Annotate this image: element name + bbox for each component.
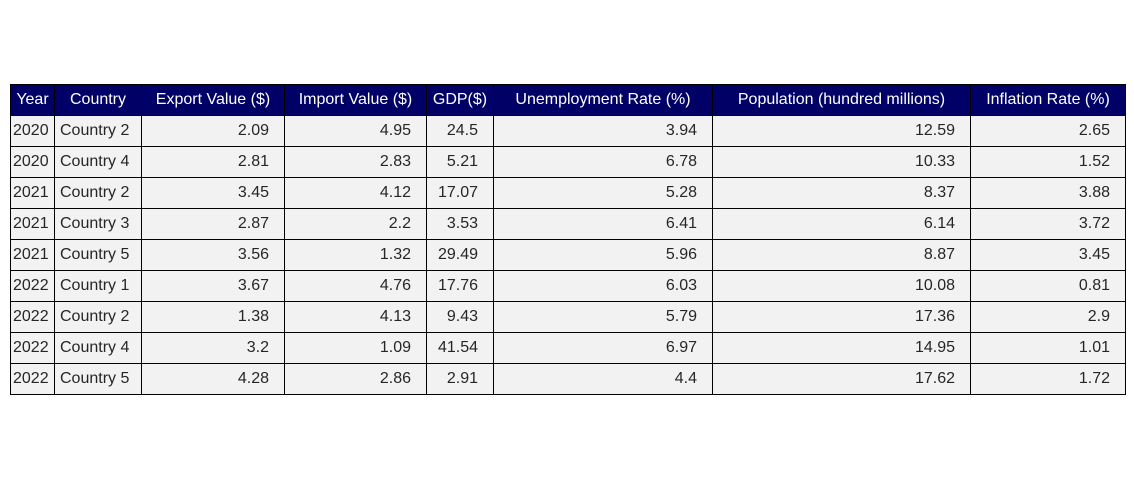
cell-unemployment-rate: 6.78	[493, 146, 713, 178]
cell-country: Country 2	[54, 301, 142, 333]
table-row: 2021 Country 2 3.45 4.12 17.07 5.28 8.37 3.88	[10, 177, 1126, 209]
cell-export-value: 3.56	[141, 239, 285, 271]
cell-unemployment-rate: 5.96	[493, 239, 713, 271]
cell-gdp: 2.91	[426, 363, 494, 395]
cell-population-hundred-millions: 8.87	[712, 239, 971, 271]
table-row: 2020 Country 4 2.81 2.83 5.21 6.78 10.33 1.52	[10, 146, 1126, 178]
cell-country: Country 3	[54, 208, 142, 240]
table-row: 2022 Country 4 3.2 1.09 41.54 6.97 14.95 1.01	[10, 332, 1126, 364]
cell-export-value: 3.67	[141, 270, 285, 302]
cell-inflation-rate: 3.88	[970, 177, 1126, 209]
cell-gdp: 17.76	[426, 270, 494, 302]
cell-import-value: 4.12	[284, 177, 427, 209]
cell-gdp: 41.54	[426, 332, 494, 364]
cell-country: Country 4	[54, 146, 142, 178]
cell-unemployment-rate: 6.97	[493, 332, 713, 364]
cell-import-value: 1.09	[284, 332, 427, 364]
cell-gdp: 9.43	[426, 301, 494, 333]
cell-country: Country 2	[54, 115, 142, 147]
data-table: Year Country Export Value ($) Import Value …	[10, 84, 1126, 395]
table-row: 2021 Country 3 2.87 2.2 3.53 6.41 6.14 3.72	[10, 208, 1126, 240]
column-header-unemployment-rate: Unemployment Rate (%)	[493, 84, 713, 116]
cell-export-value: 2.81	[141, 146, 285, 178]
cell-export-value: 4.28	[141, 363, 285, 395]
cell-unemployment-rate: 6.41	[493, 208, 713, 240]
cell-year: 2020	[10, 115, 55, 147]
cell-population-hundred-millions: 17.36	[712, 301, 971, 333]
cell-country: Country 2	[54, 177, 142, 209]
cell-inflation-rate: 2.65	[970, 115, 1126, 147]
cell-inflation-rate: 1.01	[970, 332, 1126, 364]
cell-inflation-rate: 2.9	[970, 301, 1126, 333]
cell-import-value: 2.86	[284, 363, 427, 395]
cell-inflation-rate: 1.52	[970, 146, 1126, 178]
cell-inflation-rate: 0.81	[970, 270, 1126, 302]
cell-import-value: 2.2	[284, 208, 427, 240]
column-header-year: Year	[10, 84, 55, 116]
cell-year: 2020	[10, 146, 55, 178]
cell-population-hundred-millions: 6.14	[712, 208, 971, 240]
cell-gdp: 5.21	[426, 146, 494, 178]
column-header-gdp: GDP($)	[426, 84, 494, 116]
cell-import-value: 4.76	[284, 270, 427, 302]
cell-gdp: 29.49	[426, 239, 494, 271]
cell-country: Country 1	[54, 270, 142, 302]
cell-unemployment-rate: 4.4	[493, 363, 713, 395]
cell-population-hundred-millions: 17.62	[712, 363, 971, 395]
cell-population-hundred-millions: 10.33	[712, 146, 971, 178]
cell-country: Country 5	[54, 363, 142, 395]
column-header-population-hundred-millions: Population (hundred millions)	[712, 84, 971, 116]
table-row: 2021 Country 5 3.56 1.32 29.49 5.96 8.87 3.45	[10, 239, 1126, 271]
cell-import-value: 4.95	[284, 115, 427, 147]
table-row: 2022 Country 2 1.38 4.13 9.43 5.79 17.36 2.9	[10, 301, 1126, 333]
cell-population-hundred-millions: 12.59	[712, 115, 971, 147]
table-row: 2022 Country 1 3.67 4.76 17.76 6.03 10.08 0.81	[10, 270, 1126, 302]
cell-year: 2022	[10, 332, 55, 364]
cell-country: Country 5	[54, 239, 142, 271]
cell-year: 2022	[10, 270, 55, 302]
cell-year: 2021	[10, 177, 55, 209]
cell-unemployment-rate: 5.79	[493, 301, 713, 333]
cell-export-value: 2.87	[141, 208, 285, 240]
column-header-inflation-rate: Inflation Rate (%)	[970, 84, 1126, 116]
cell-unemployment-rate: 6.03	[493, 270, 713, 302]
cell-population-hundred-millions: 8.37	[712, 177, 971, 209]
cell-population-hundred-millions: 10.08	[712, 270, 971, 302]
cell-import-value: 4.13	[284, 301, 427, 333]
cell-export-value: 2.09	[141, 115, 285, 147]
table-row: 2022 Country 5 4.28 2.86 2.91 4.4 17.62 1.72	[10, 363, 1126, 395]
cell-year: 2021	[10, 208, 55, 240]
cell-export-value: 1.38	[141, 301, 285, 333]
cell-import-value: 1.32	[284, 239, 427, 271]
column-header-export-value: Export Value ($)	[141, 84, 285, 116]
cell-unemployment-rate: 3.94	[493, 115, 713, 147]
cell-inflation-rate: 3.72	[970, 208, 1126, 240]
cell-gdp: 17.07	[426, 177, 494, 209]
cell-gdp: 3.53	[426, 208, 494, 240]
cell-year: 2022	[10, 301, 55, 333]
table-header-row: Year Country Export Value ($) Import Value …	[10, 84, 1126, 116]
table-row: 2020 Country 2 2.09 4.95 24.5 3.94 12.59 2.65	[10, 115, 1126, 147]
cell-unemployment-rate: 5.28	[493, 177, 713, 209]
cell-export-value: 3.2	[141, 332, 285, 364]
cell-country: Country 4	[54, 332, 142, 364]
cell-import-value: 2.83	[284, 146, 427, 178]
cell-export-value: 3.45	[141, 177, 285, 209]
cell-population-hundred-millions: 14.95	[712, 332, 971, 364]
cell-inflation-rate: 1.72	[970, 363, 1126, 395]
cell-gdp: 24.5	[426, 115, 494, 147]
column-header-country: Country	[54, 84, 142, 116]
cell-inflation-rate: 3.45	[970, 239, 1126, 271]
column-header-import-value: Import Value ($)	[284, 84, 427, 116]
table-body: 2020 Country 2 2.09 4.95 24.5 3.94 12.59 2.65 20…	[10, 115, 1126, 395]
cell-year: 2021	[10, 239, 55, 271]
cell-year: 2022	[10, 363, 55, 395]
